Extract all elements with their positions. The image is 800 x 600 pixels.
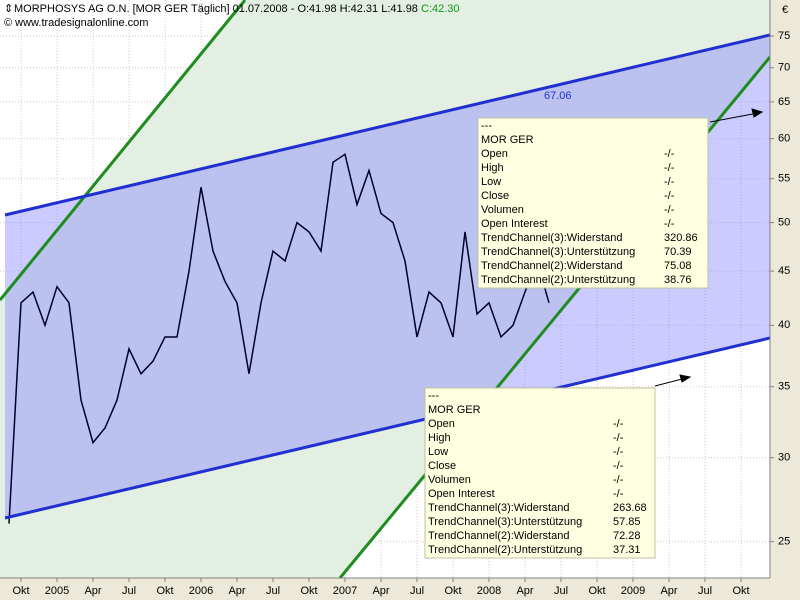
tooltip-label: MOR GER [428, 404, 481, 416]
x-tick-label: Apr [372, 585, 389, 597]
tooltip-value: -/- [664, 162, 675, 174]
x-tick-label: Jul [554, 585, 568, 597]
x-tick-label: 2007 [333, 585, 357, 597]
x-tick-label: Jul [122, 585, 136, 597]
tooltip-value: -/- [613, 446, 624, 458]
y-tick-label: 75 [778, 30, 790, 42]
tooltip-value: -/- [664, 148, 675, 160]
tooltip-label: TrendChannel(3):Unterstützung [428, 516, 582, 528]
y-tick-label: 55 [778, 173, 790, 185]
tooltip-label: TrendChannel(2):Unterstützung [481, 274, 635, 286]
blue-line [4, 33, 770, 217]
x-tick-label: Okt [156, 585, 173, 597]
tooltip-value: 263.68 [613, 502, 647, 514]
tooltip-label: High [428, 432, 451, 444]
y-tick-label: 45 [778, 265, 790, 277]
tooltip-value: -/- [664, 204, 675, 216]
y-tick-label: 65 [778, 96, 790, 108]
tooltip-label: --- [428, 390, 439, 402]
x-tick-label: Apr [660, 585, 677, 597]
tooltip-value: -/- [613, 460, 624, 472]
tooltip-label: Open [481, 148, 508, 160]
x-tick-label: 2008 [477, 585, 501, 597]
channel-label: 67.06 [544, 90, 572, 102]
tooltip-value: -/- [664, 176, 675, 188]
tooltip-value: 72.28 [613, 530, 641, 542]
tooltip-value: 320.86 [664, 232, 698, 244]
x-tick-label: Okt [12, 585, 29, 597]
price-line [8, 153, 550, 524]
tooltip-label: Open [428, 418, 455, 430]
tooltip-label: Volumen [428, 474, 471, 486]
tooltip-label: MOR GER [481, 134, 534, 146]
x-tick-label: 2009 [621, 585, 645, 597]
x-tick-label: Okt [588, 585, 605, 597]
x-tick-label: Apr [84, 585, 101, 597]
tooltip-label: --- [481, 120, 492, 132]
price [8, 153, 550, 524]
tooltip-value: 70.39 [664, 246, 692, 258]
x-tick-label: Okt [300, 585, 317, 597]
arrows [654, 108, 764, 387]
tooltip-value: -/- [664, 190, 675, 202]
y-tick-label: 30 [778, 452, 790, 464]
tooltip-value: -/- [613, 488, 624, 500]
tooltip-value: 57.85 [613, 516, 641, 528]
tooltip-value: -/- [613, 418, 624, 430]
tooltip-label: Low [428, 446, 448, 458]
tooltip-label: TrendChannel(2):Unterstützung [428, 544, 582, 556]
y-tick-label: 25 [778, 536, 790, 548]
tooltip-value: 37.31 [613, 544, 641, 556]
tooltip-label: Open Interest [428, 488, 495, 500]
y-tick-label: 70 [778, 62, 790, 74]
tooltip-label: TrendChannel(2):Widerstand [428, 530, 569, 542]
x-tick-label: 2005 [45, 585, 69, 597]
y-tick-label: 40 [778, 319, 790, 331]
tooltip-box [477, 117, 709, 289]
tooltip-label: High [481, 162, 504, 174]
tooltip-box [424, 387, 656, 559]
x-tick-label: Apr [516, 585, 533, 597]
header-icon: ⇕ [4, 3, 13, 15]
tooltip-value: -/- [664, 218, 675, 230]
copyright: © www.tradesignalonline.com [4, 17, 148, 29]
tooltip-label: TrendChannel(3):Widerstand [481, 232, 622, 244]
tooltip-label: Open Interest [481, 218, 548, 230]
x-tick-label: Jul [698, 585, 712, 597]
blue-line [4, 336, 770, 520]
x-tick-label: Okt [732, 585, 749, 597]
tooltip-label: Low [481, 176, 501, 188]
tooltip-label: Close [481, 190, 509, 202]
x-tick-label: Okt [444, 585, 461, 597]
x-tick-label: Jul [410, 585, 424, 597]
tooltip-label: TrendChannel(3):Unterstützung [481, 246, 635, 258]
tooltip-value: 75.08 [664, 260, 692, 272]
y-tick-label: 50 [778, 217, 790, 229]
x-tick-label: Jul [266, 585, 280, 597]
y-tick-label: 35 [778, 381, 790, 393]
y-tick-label: 60 [778, 133, 790, 145]
tooltip-value: -/- [613, 474, 624, 486]
x-tick-label: Apr [228, 585, 245, 597]
y-unit: € [782, 4, 788, 16]
header-title: MORPHOSYS AG O.N. [MOR GER Täglich] 01.0… [14, 3, 460, 15]
tooltip-label: Close [428, 460, 456, 472]
tooltip-value: 38.76 [664, 274, 692, 286]
tooltip-label: TrendChannel(2):Widerstand [481, 260, 622, 272]
tooltip-label: TrendChannel(3):Widerstand [428, 502, 569, 514]
tooltip-label: Volumen [481, 204, 524, 216]
tooltip-value: -/- [613, 432, 624, 444]
green-line [0, 0, 247, 301]
x-tick-label: 2006 [189, 585, 213, 597]
tooltips: --- MOR GER Open -/- High -/- Low -/- Close -/- Vo… [424, 117, 709, 559]
